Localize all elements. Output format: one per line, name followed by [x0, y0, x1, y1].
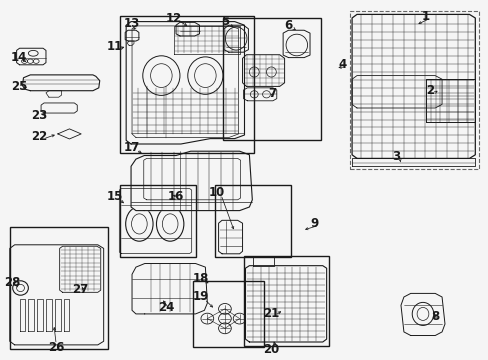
Bar [215, 185, 290, 257]
Polygon shape [131, 151, 252, 211]
Text: 12: 12 [165, 12, 182, 24]
Polygon shape [60, 246, 101, 292]
Polygon shape [17, 48, 46, 65]
Bar [120, 16, 254, 153]
Bar [223, 18, 320, 140]
Polygon shape [10, 245, 103, 345]
Polygon shape [22, 75, 100, 91]
Polygon shape [132, 264, 207, 314]
Text: 7: 7 [267, 87, 275, 100]
Text: 6: 6 [284, 19, 292, 32]
Polygon shape [351, 14, 474, 158]
Text: 26: 26 [48, 341, 64, 354]
Polygon shape [400, 293, 444, 336]
Text: 8: 8 [430, 310, 438, 323]
Text: 19: 19 [192, 291, 208, 303]
Text: 4: 4 [338, 58, 346, 71]
Text: 14: 14 [10, 51, 27, 64]
Text: 11: 11 [106, 40, 122, 53]
Polygon shape [283, 30, 309, 58]
Polygon shape [242, 55, 284, 86]
Bar [349, 11, 478, 169]
Polygon shape [224, 25, 248, 52]
Text: 13: 13 [123, 17, 140, 30]
Text: 9: 9 [310, 217, 318, 230]
Text: 3: 3 [391, 150, 399, 163]
Bar [193, 281, 264, 347]
Polygon shape [243, 88, 276, 101]
Bar [120, 185, 195, 257]
Bar [10, 227, 107, 349]
Text: 27: 27 [72, 283, 89, 296]
Text: 17: 17 [123, 141, 140, 154]
Text: 16: 16 [167, 190, 184, 203]
Text: 1: 1 [421, 10, 428, 23]
Text: 10: 10 [208, 186, 225, 199]
Bar [243, 256, 328, 346]
Text: 18: 18 [192, 273, 208, 285]
Text: 28: 28 [4, 276, 20, 289]
Text: 23: 23 [31, 109, 47, 122]
Text: 24: 24 [158, 301, 174, 314]
Polygon shape [126, 22, 244, 144]
Text: 20: 20 [263, 343, 279, 356]
Text: 2: 2 [426, 84, 433, 96]
Polygon shape [125, 30, 139, 41]
Text: 25: 25 [11, 80, 28, 93]
Text: 5: 5 [221, 15, 228, 28]
Polygon shape [218, 220, 242, 254]
Text: 21: 21 [263, 307, 279, 320]
Polygon shape [176, 22, 199, 36]
Polygon shape [245, 266, 326, 342]
Text: 15: 15 [106, 190, 122, 203]
Text: 22: 22 [31, 130, 47, 143]
